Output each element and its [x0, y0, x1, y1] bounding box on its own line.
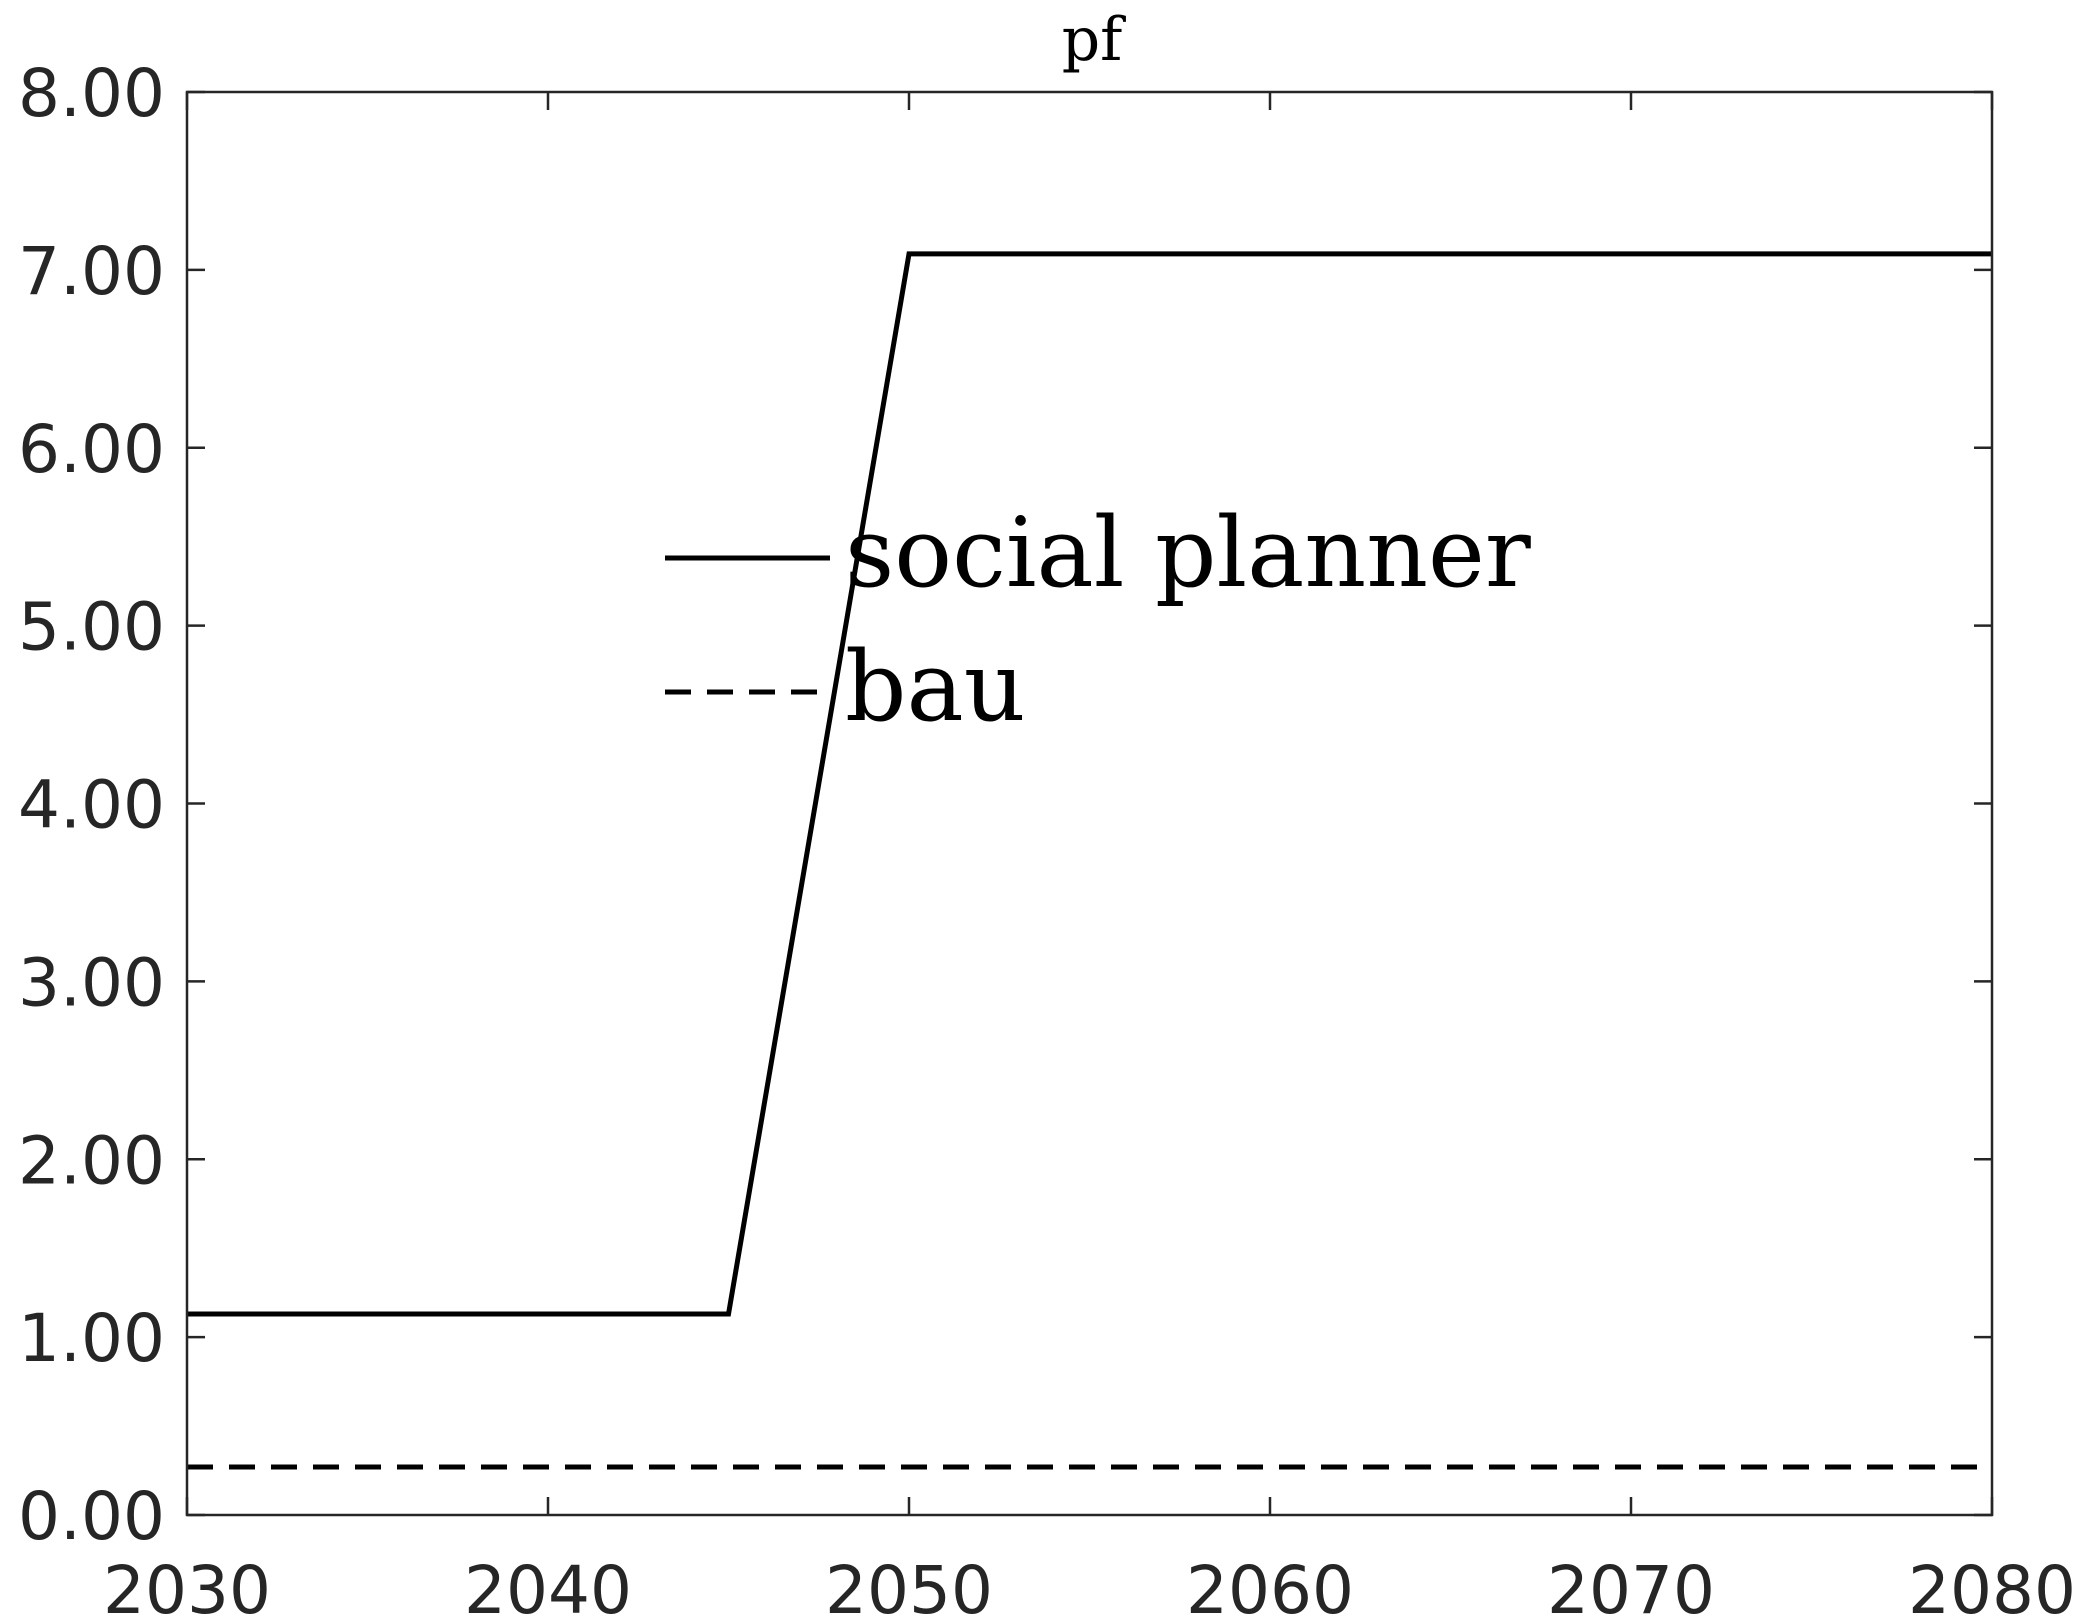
x-tick-label: 2040: [464, 1552, 632, 1614]
y-tick-label: 8.00: [18, 55, 165, 132]
x-tick-label: 2080: [1908, 1552, 2076, 1614]
series-line-social-planner: [187, 251, 1992, 1317]
y-tick-label: 1.00: [18, 1300, 165, 1377]
y-tick-label: 3.00: [18, 944, 165, 1021]
y-tick-label: 7.00: [18, 233, 165, 310]
y-tick-label: 5.00: [18, 589, 165, 666]
x-tick-label: 2050: [825, 1552, 993, 1614]
x-tick-label: 2070: [1547, 1552, 1715, 1614]
chart-title: pf: [1062, 5, 1126, 75]
y-tick-label: 4.00: [18, 767, 165, 844]
x-tick-label: 2030: [103, 1552, 271, 1614]
y-tick-label: 2.00: [18, 1122, 165, 1199]
legend-label-social-planner: social planner: [845, 497, 1531, 609]
x-tick-label: 2060: [1186, 1552, 1354, 1614]
legend-label-bau: bau: [845, 631, 1026, 743]
y-tick-label: 0.00: [18, 1478, 165, 1555]
y-tick-label: 6.00: [18, 411, 165, 488]
